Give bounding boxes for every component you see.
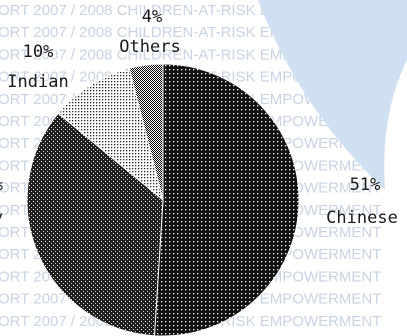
slice-percent-label-chinese: 51% [350,175,381,195]
slice-name-label-chinese: Chinese [326,208,398,228]
pie-slices [26,63,300,336]
pie-slice-others [128,63,164,201]
slice-percent-label-others: 4% [142,7,162,27]
slice-percent-label-malay: 35% [0,175,3,195]
slice-percent-label-indian: 10% [23,42,54,62]
slice-name-label-malay: Malay [0,208,3,228]
pie-slice-indian [57,67,164,202]
slice-name-label-others: Others [119,37,180,57]
pie-labels: 51% Chinese 35% Malay 10% Indian 4% Others [0,7,398,228]
pie-slice-malay [26,112,164,336]
pie-slice-chinese [153,63,300,336]
speech-bubble-shape [258,0,407,190]
slice-name-label-indian: Indian [7,72,68,92]
